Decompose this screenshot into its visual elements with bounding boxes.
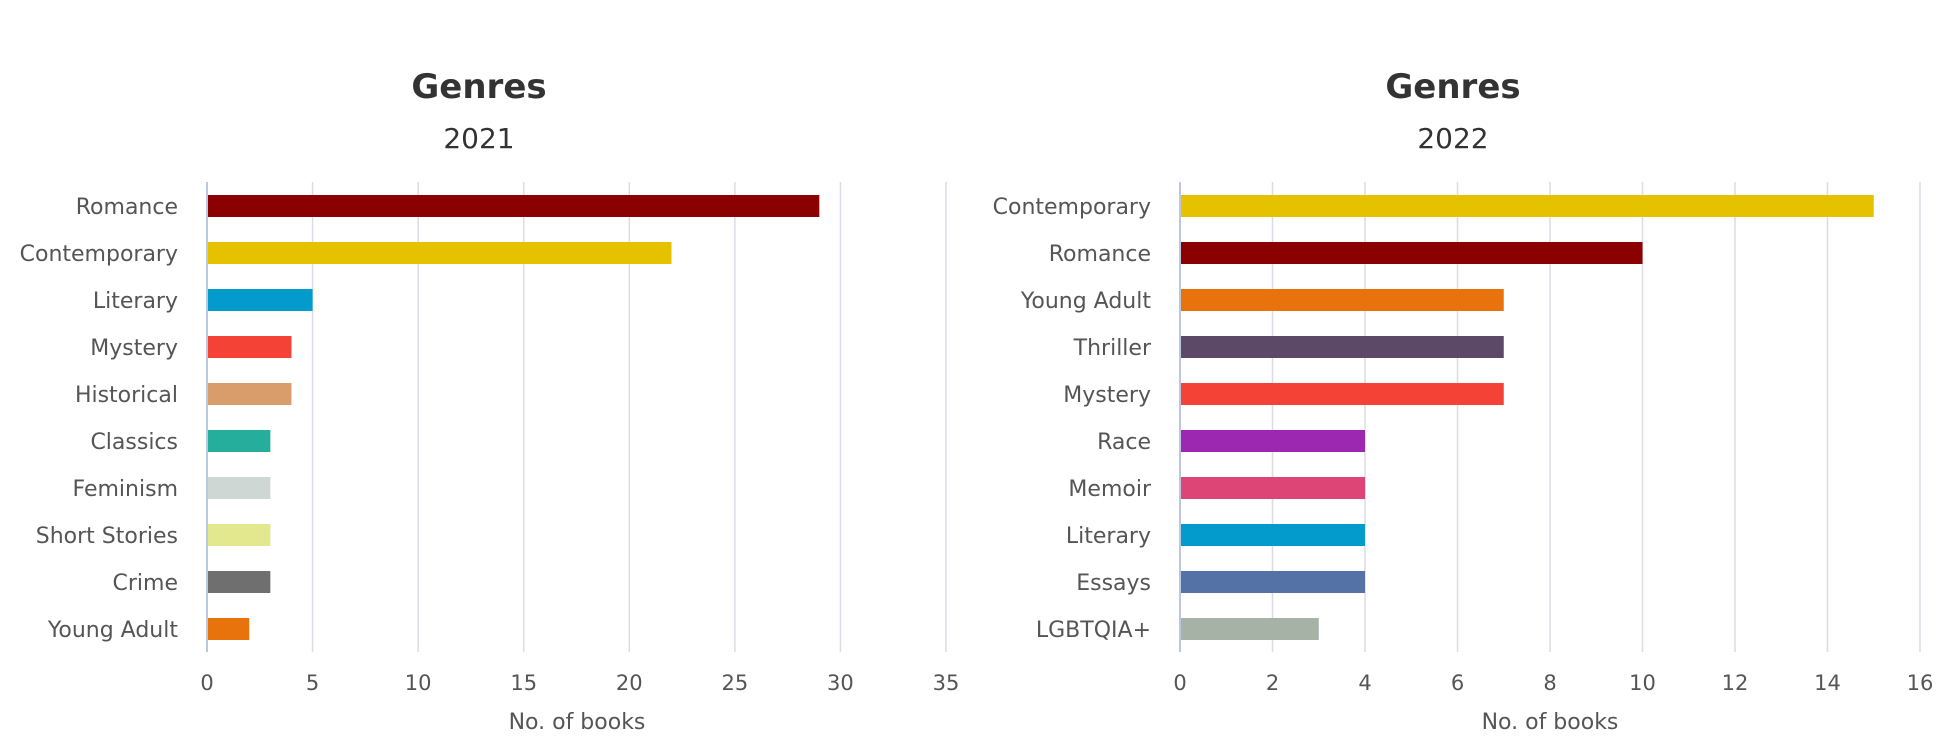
category-label: Literary xyxy=(1066,524,1151,549)
x-tick-label: 4 xyxy=(1358,671,1371,695)
bar xyxy=(207,618,250,640)
x-tick-label: 14 xyxy=(1814,671,1841,695)
bar xyxy=(207,195,820,217)
chart-2022: Genres 2022 No. of books 0 2 4 6 8 10 12 14 16 Co… xyxy=(993,67,1934,735)
chart-title: Genres xyxy=(411,67,546,107)
x-tick-label: 20 xyxy=(616,671,643,695)
bar xyxy=(207,477,271,499)
chart-subtitle: 2021 xyxy=(443,122,514,155)
category-label: Essays xyxy=(1076,571,1151,596)
category-label: Race xyxy=(1097,430,1151,455)
x-tick-label: 2 xyxy=(1266,671,1279,695)
x-tick-label: 16 xyxy=(1907,671,1934,695)
x-tick-label: 0 xyxy=(1173,671,1186,695)
bar xyxy=(1180,336,1504,358)
category-label: Historical xyxy=(75,383,178,408)
x-tick-label: 12 xyxy=(1722,671,1749,695)
bar xyxy=(207,524,271,546)
category-label: Short Stories xyxy=(36,524,178,549)
category-label: Romance xyxy=(76,195,178,220)
bar xyxy=(1180,477,1365,499)
bar xyxy=(1180,242,1643,264)
category-label: Memoir xyxy=(1068,477,1152,502)
bar xyxy=(207,571,271,593)
bar xyxy=(1180,571,1365,593)
bar xyxy=(1180,618,1319,640)
category-label: Crime xyxy=(113,571,178,596)
x-tick-label: 15 xyxy=(510,671,537,695)
bar xyxy=(207,430,271,452)
category-label: Classics xyxy=(90,430,178,455)
x-tick-label: 6 xyxy=(1451,671,1464,695)
x-tick-label: 30 xyxy=(827,671,854,695)
x-tick-label: 0 xyxy=(200,671,213,695)
category-label: Contemporary xyxy=(993,195,1151,220)
category-label: Literary xyxy=(93,289,178,314)
x-axis-title: No. of books xyxy=(509,710,646,735)
category-label: Young Adult xyxy=(1020,289,1152,314)
bar xyxy=(1180,430,1365,452)
chart-2021: Genres 2021 No. of books 0 5 10 15 20 25 30 35 R… xyxy=(20,67,960,735)
x-axis-title: No. of books xyxy=(1482,710,1619,735)
category-label: Romance xyxy=(1049,242,1151,267)
category-label: LGBTQIA+ xyxy=(1036,618,1151,643)
x-tick-label: 25 xyxy=(721,671,748,695)
bar xyxy=(1180,289,1504,311)
x-tick-label: 35 xyxy=(933,671,960,695)
category-label: Feminism xyxy=(73,477,178,502)
x-tick-label: 10 xyxy=(405,671,432,695)
chart-title: Genres xyxy=(1385,67,1520,107)
bar xyxy=(207,289,313,311)
bar xyxy=(207,242,672,264)
category-label: Thriller xyxy=(1073,336,1152,361)
bar xyxy=(207,336,292,358)
category-label: Mystery xyxy=(1063,383,1151,408)
category-label: Young Adult xyxy=(47,618,179,643)
x-tick-label: 10 xyxy=(1629,671,1656,695)
bar xyxy=(1180,383,1504,405)
category-label: Mystery xyxy=(90,336,178,361)
bar xyxy=(1180,524,1365,546)
bar xyxy=(1180,195,1874,217)
bar xyxy=(207,383,292,405)
x-tick-label: 8 xyxy=(1543,671,1556,695)
chart-subtitle: 2022 xyxy=(1417,122,1488,155)
category-label: Contemporary xyxy=(20,242,178,267)
x-tick-label: 5 xyxy=(306,671,319,695)
